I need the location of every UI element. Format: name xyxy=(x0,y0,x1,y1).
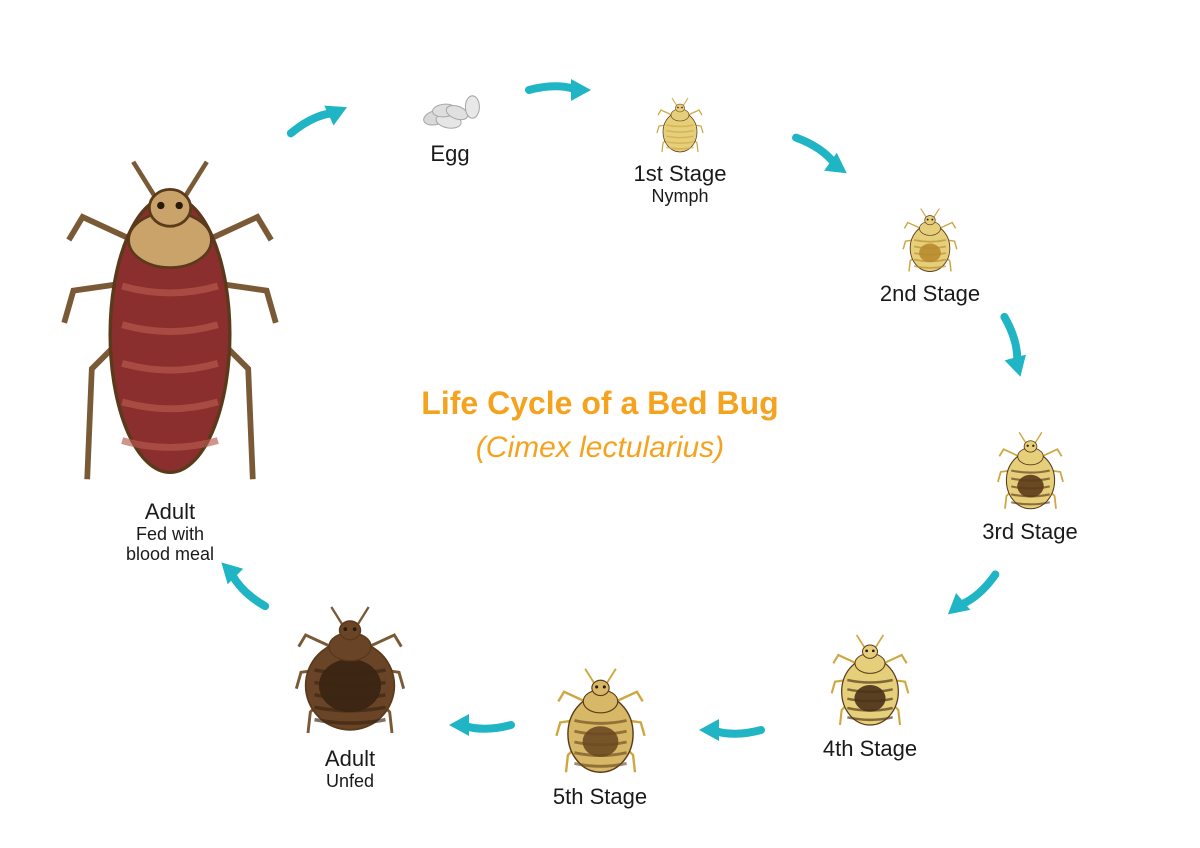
cycle-arrow xyxy=(445,705,515,740)
stage-nymph3: 3rd Stage xyxy=(950,428,1110,544)
title-subtitle: (Cimex lectularius) xyxy=(300,431,900,465)
stage-nymph2: 2nd Stage xyxy=(850,205,1010,306)
bug-icon xyxy=(820,630,920,730)
bug-icon xyxy=(895,205,965,275)
diagram-title: Life Cycle of a Bed Bug (Cimex lectulari… xyxy=(300,383,900,465)
stage-label: 1st Stage xyxy=(600,161,760,186)
bug-icon xyxy=(650,95,710,155)
bug-icon xyxy=(55,148,285,493)
title-main: Life Cycle of a Bed Bug xyxy=(300,383,900,425)
bug-icon xyxy=(543,663,658,778)
stage-nymph5: 5th Stage xyxy=(508,663,692,809)
stage-label: Adult xyxy=(0,499,354,524)
cycle-arrow-icon xyxy=(989,309,1036,384)
cycle-arrow-icon xyxy=(935,560,1008,628)
cycle-arrow xyxy=(525,75,595,110)
cycle-arrow xyxy=(781,123,858,192)
cycle-arrow xyxy=(984,309,1036,386)
stage-adult-fed: AdultFed withblood meal xyxy=(0,148,354,566)
cycle-arrow-icon xyxy=(784,123,859,188)
cycle-arrow-icon xyxy=(695,715,765,745)
stage-egg: Egg xyxy=(370,86,530,166)
cycle-arrow-icon xyxy=(445,710,515,740)
stage-label: 4th Stage xyxy=(790,736,950,761)
cycle-arrow-icon xyxy=(525,75,595,105)
cycle-arrow xyxy=(695,710,765,745)
stage-label: 3rd Stage xyxy=(950,519,1110,544)
stage-sublabel: Nymph xyxy=(600,186,760,207)
stage-nymph1: 1st StageNymph xyxy=(600,95,760,207)
bug-icon xyxy=(280,600,420,740)
egg-cluster-icon xyxy=(415,86,485,135)
stage-nymph4: 4th Stage xyxy=(790,630,950,761)
stage-sublabel: Fed withblood meal xyxy=(0,524,354,565)
cycle-arrow xyxy=(932,557,1008,629)
stage-sublabel: Unfed xyxy=(238,771,462,792)
cycle-arrow xyxy=(281,92,359,153)
stage-label: 2nd Stage xyxy=(850,281,1010,306)
stage-adult-unfed: AdultUnfed xyxy=(238,600,462,792)
stage-label: Adult xyxy=(238,746,462,771)
bug-icon xyxy=(988,428,1073,513)
stage-label: Egg xyxy=(370,141,530,166)
stage-label: 5th Stage xyxy=(508,784,692,809)
cycle-arrow-icon xyxy=(281,92,357,149)
